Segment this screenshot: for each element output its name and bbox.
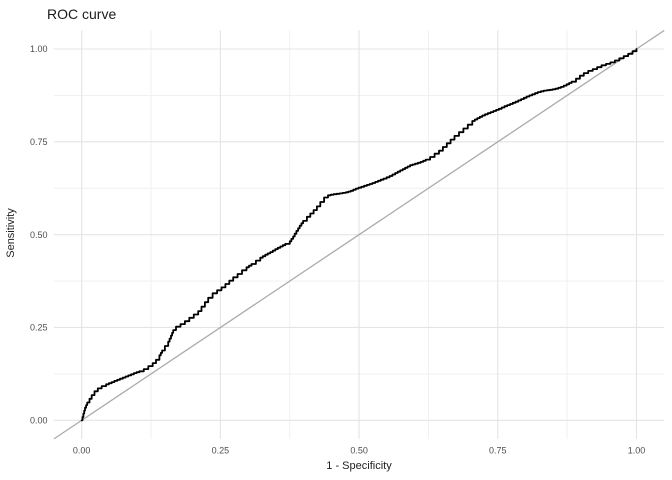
x-tick-label: 0.00 [73,445,91,455]
diagonal-reference-line [53,29,665,440]
x-tick-label: 0.25 [212,445,230,455]
y-tick-label: 0.75 [30,137,48,147]
roc-curve-line [80,48,638,422]
y-axis-title: Sensitivity [5,208,17,258]
x-tick-label: 0.50 [350,445,368,455]
y-tick-label: 0.25 [30,323,48,333]
y-tick-label: 0.00 [30,416,48,426]
y-tick-label: 0.50 [30,230,48,240]
chart-title: ROC curve [47,6,117,22]
x-axis-title: 1 - Specificity [326,460,392,472]
x-tick-label: 1.00 [628,445,646,455]
y-tick-label: 1.00 [30,44,48,54]
x-tick-label: 0.75 [489,445,507,455]
